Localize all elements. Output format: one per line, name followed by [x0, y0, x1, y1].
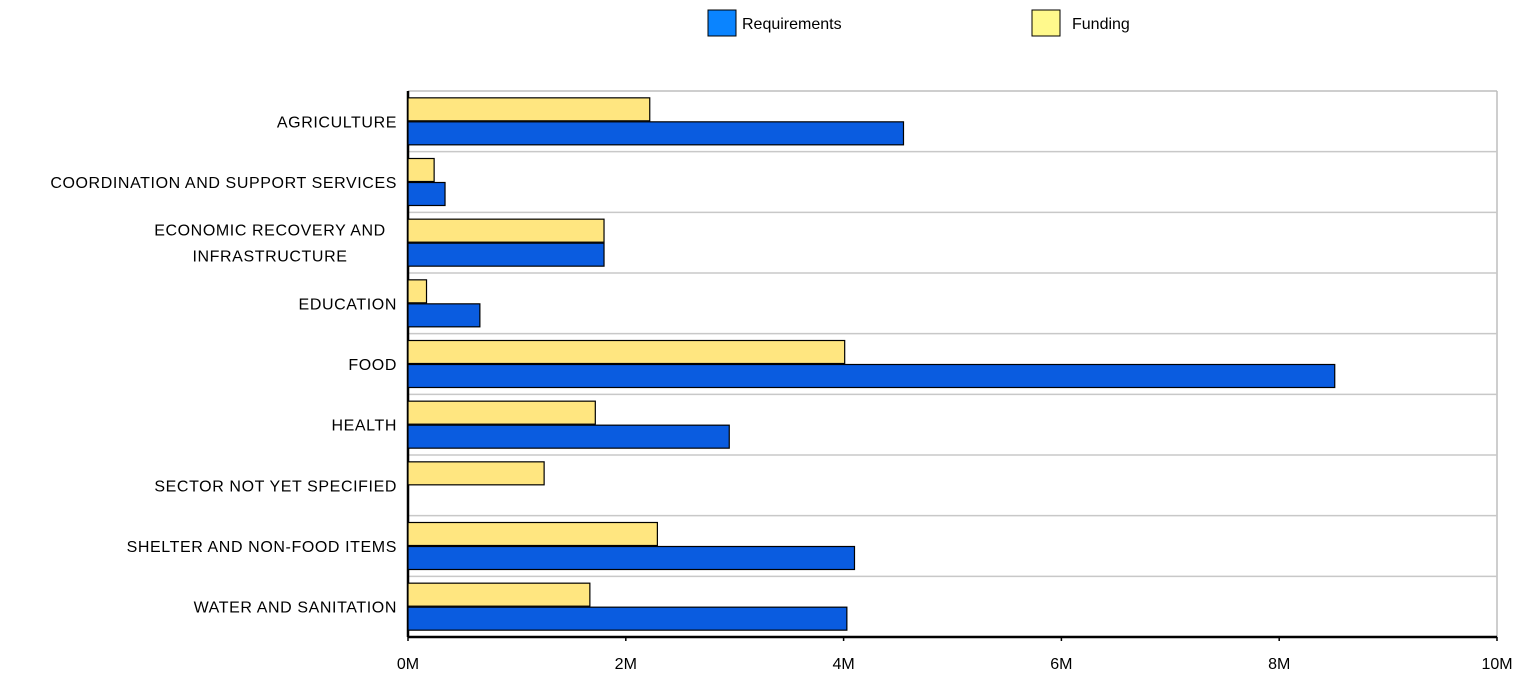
bar-requirements-shelter-and-non-food-items — [407, 545, 856, 571]
x-tick-label: 0M — [397, 656, 419, 673]
category-labels: AGRICULTURE COORDINATION AND SUPPORT SERV… — [50, 114, 397, 617]
category-label: ECONOMIC RECOVERY AND INFRASTRUCTURE — [154, 223, 386, 266]
category-label: EDUCATION — [299, 296, 397, 313]
bar-requirements-economic-recovery-and-infrastructure — [407, 242, 605, 267]
bar-funding-agriculture — [407, 97, 651, 122]
bar-funding-education — [407, 279, 428, 304]
bar-requirements-food — [407, 363, 1336, 389]
bar-requirements-agriculture — [407, 121, 905, 146]
bar-requirements-health — [407, 424, 730, 449]
legend: Requirements Funding — [707, 9, 1130, 37]
x-tick-label: 10M — [1481, 656, 1512, 673]
category-label-line: ECONOMIC RECOVERY AND — [154, 223, 386, 240]
bar-requirements-coordination-and-support-services — [407, 181, 446, 207]
category-label: SECTOR NOT YET SPECIFIED — [154, 478, 397, 495]
bar-funding-health — [407, 400, 596, 425]
x-tick-label: 2M — [615, 656, 637, 673]
bar-funding-coordination-and-support-services — [407, 157, 435, 183]
category-label: AGRICULTURE — [277, 114, 397, 131]
bar-funding-shelter-and-non-food-items — [407, 521, 658, 547]
bar-funding-water-and-sanitation — [407, 582, 591, 607]
x-axis-ticks: 0M 2M 4M 6M 8M 10M — [397, 637, 1513, 673]
category-label: FOOD — [348, 357, 397, 374]
bar-funding-economic-recovery-and-infrastructure — [407, 218, 605, 243]
category-label: HEALTH — [331, 418, 397, 435]
legend-label-requirements: Requirements — [742, 16, 842, 33]
category-label: COORDINATION AND SUPPORT SERVICES — [50, 175, 397, 192]
bar-funding-food — [407, 339, 846, 365]
legend-label-funding: Funding — [1072, 16, 1130, 33]
bar-funding-sector-not-yet-specified — [407, 461, 545, 486]
x-tick-label: 4M — [832, 656, 854, 673]
category-label: WATER AND SANITATION — [194, 600, 397, 617]
legend-swatch-funding — [1031, 9, 1061, 37]
category-label-line: INFRASTRUCTURE — [192, 249, 347, 266]
bars — [407, 97, 1336, 631]
x-tick-label: 8M — [1268, 656, 1290, 673]
bar-requirements-education — [407, 303, 481, 328]
bar-requirements-water-and-sanitation — [407, 606, 848, 631]
legend-swatch-requirements — [707, 9, 737, 37]
category-label: SHELTER AND NON-FOOD ITEMS — [127, 539, 397, 556]
x-tick-label: 6M — [1050, 656, 1072, 673]
